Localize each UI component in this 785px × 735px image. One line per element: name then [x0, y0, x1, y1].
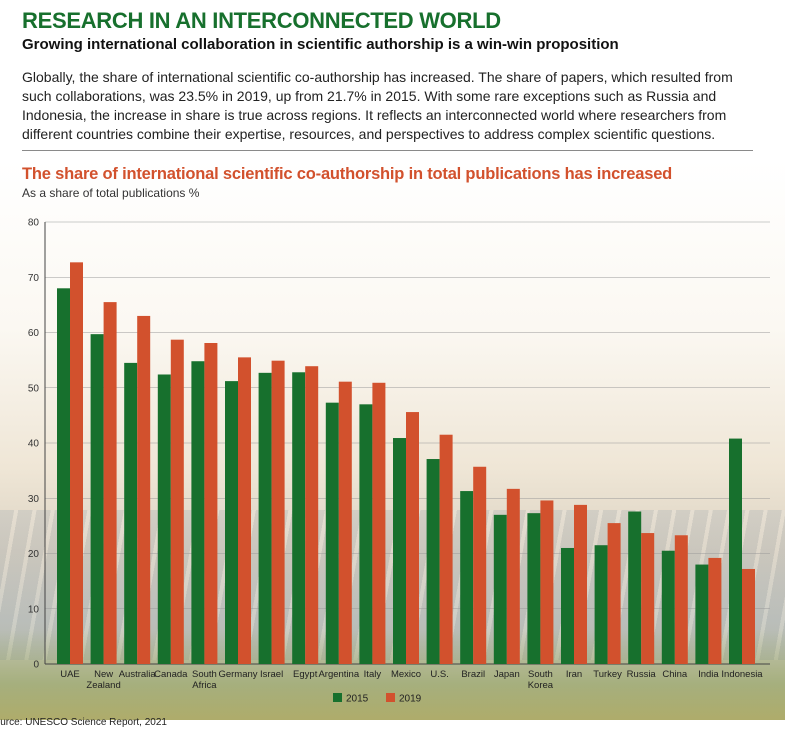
x-category-label: U.S. [430, 669, 448, 680]
y-tick-label: 50 [28, 383, 40, 394]
bars [57, 262, 755, 664]
bar-2019-south-africa [204, 342, 218, 664]
y-tick-label: 20 [28, 549, 40, 560]
bar-2019-mexico [406, 412, 419, 664]
bar-2019-new-zealand [103, 302, 117, 664]
bar-2015-japan [493, 514, 507, 664]
y-tick-label: 40 [28, 439, 40, 450]
page-subtitle: Growing international collaboration in s… [22, 36, 619, 53]
legend-swatch-2015 [333, 693, 342, 702]
x-category-label: Turkey [593, 669, 622, 680]
x-category-label: South Korea [528, 669, 554, 691]
bar-2019-iran [574, 504, 587, 664]
bar-2015-canada [157, 374, 171, 664]
bar-2015-iran [561, 547, 574, 664]
bar-2019-italy [372, 382, 386, 664]
bar-2019-canada [170, 339, 184, 664]
x-category-label: India [698, 669, 719, 680]
x-category-label: Australia [119, 669, 157, 680]
intro-paragraph: Globally, the share of international sci… [22, 69, 733, 142]
bar-2015-u-s- [426, 459, 440, 664]
bar-2015-egypt [292, 372, 306, 664]
x-category-label: Italy [364, 669, 382, 680]
y-tick-label: 0 [33, 660, 39, 671]
bar-2019-brazil [473, 466, 487, 664]
x-category-label: Brazil [461, 669, 485, 680]
divider [22, 150, 753, 151]
bar-2019-japan [506, 488, 520, 664]
bar-2019-australia [137, 315, 151, 664]
x-category-label: Canada [154, 669, 188, 680]
chart-subtitle: As a share of total publications % [22, 186, 200, 200]
bar-2015-new-zealand [90, 334, 104, 664]
y-tick-label: 30 [28, 494, 40, 505]
bar-2015-south-korea [527, 513, 541, 664]
bar-2015-russia [628, 511, 642, 664]
bar-2019-argentina [338, 381, 352, 664]
bar-2019-u-s- [439, 434, 453, 664]
y-tick-label: 60 [28, 328, 40, 339]
x-category-label: South Africa [192, 669, 217, 691]
bar-2015-uae [57, 288, 70, 664]
chart-title: The share of international scientific co… [22, 165, 673, 183]
bar-2015-indonesia [729, 438, 742, 664]
bar-2019-russia [641, 533, 655, 664]
x-category-label: Japan [494, 669, 520, 680]
x-category-label: Germany [218, 669, 257, 680]
x-category-label: UAE [60, 669, 80, 680]
bar-2015-india [695, 564, 709, 664]
x-category-label: Mexico [391, 669, 421, 680]
bar-2015-australia [124, 362, 138, 664]
x-category-label: Israel [260, 669, 283, 680]
legend-label-2019: 2019 [399, 694, 422, 705]
y-tick-label: 80 [28, 218, 40, 229]
bar-2015-brazil [460, 491, 474, 664]
y-tick-label: 70 [28, 273, 40, 284]
page-title: RESEARCH IN AN INTERCONNECTED WORLD [22, 8, 501, 33]
bar-2019-turkey [607, 523, 621, 664]
bar-2015-turkey [594, 545, 608, 664]
bar-2015-argentina [325, 402, 339, 664]
bar-2019-south-korea [540, 500, 554, 664]
x-category-label: Russia [627, 669, 657, 680]
bar-2015-china [661, 550, 675, 664]
x-category-label: Iran [566, 669, 582, 680]
legend-label-2015: 2015 [346, 694, 369, 705]
bar-2015-italy [359, 404, 373, 664]
x-category-label: Egypt [293, 669, 318, 680]
x-category-label: China [662, 669, 688, 680]
bar-2019-egypt [305, 366, 319, 664]
x-category-label: New Zealand [86, 669, 120, 691]
source-note: Source: UNESCO Science Report, 2021 [0, 717, 167, 728]
bar-2015-israel [258, 372, 272, 664]
legend-swatch-2019 [386, 693, 395, 702]
bar-2015-south-africa [191, 361, 205, 664]
bar-2015-germany [225, 381, 238, 664]
bar-2019-israel [271, 360, 285, 664]
bar-2019-indonesia [742, 568, 755, 664]
x-category-label: Argentina [318, 669, 359, 680]
x-category-label: Indonesia [721, 669, 763, 680]
bar-2019-india [708, 557, 722, 664]
bar-2019-china [674, 535, 688, 664]
bar-2019-uae [70, 262, 83, 664]
bar-2015-mexico [393, 438, 406, 664]
bar-2019-germany [238, 357, 251, 664]
legend: 2015 2019 [333, 693, 422, 705]
y-tick-label: 10 [28, 604, 40, 615]
